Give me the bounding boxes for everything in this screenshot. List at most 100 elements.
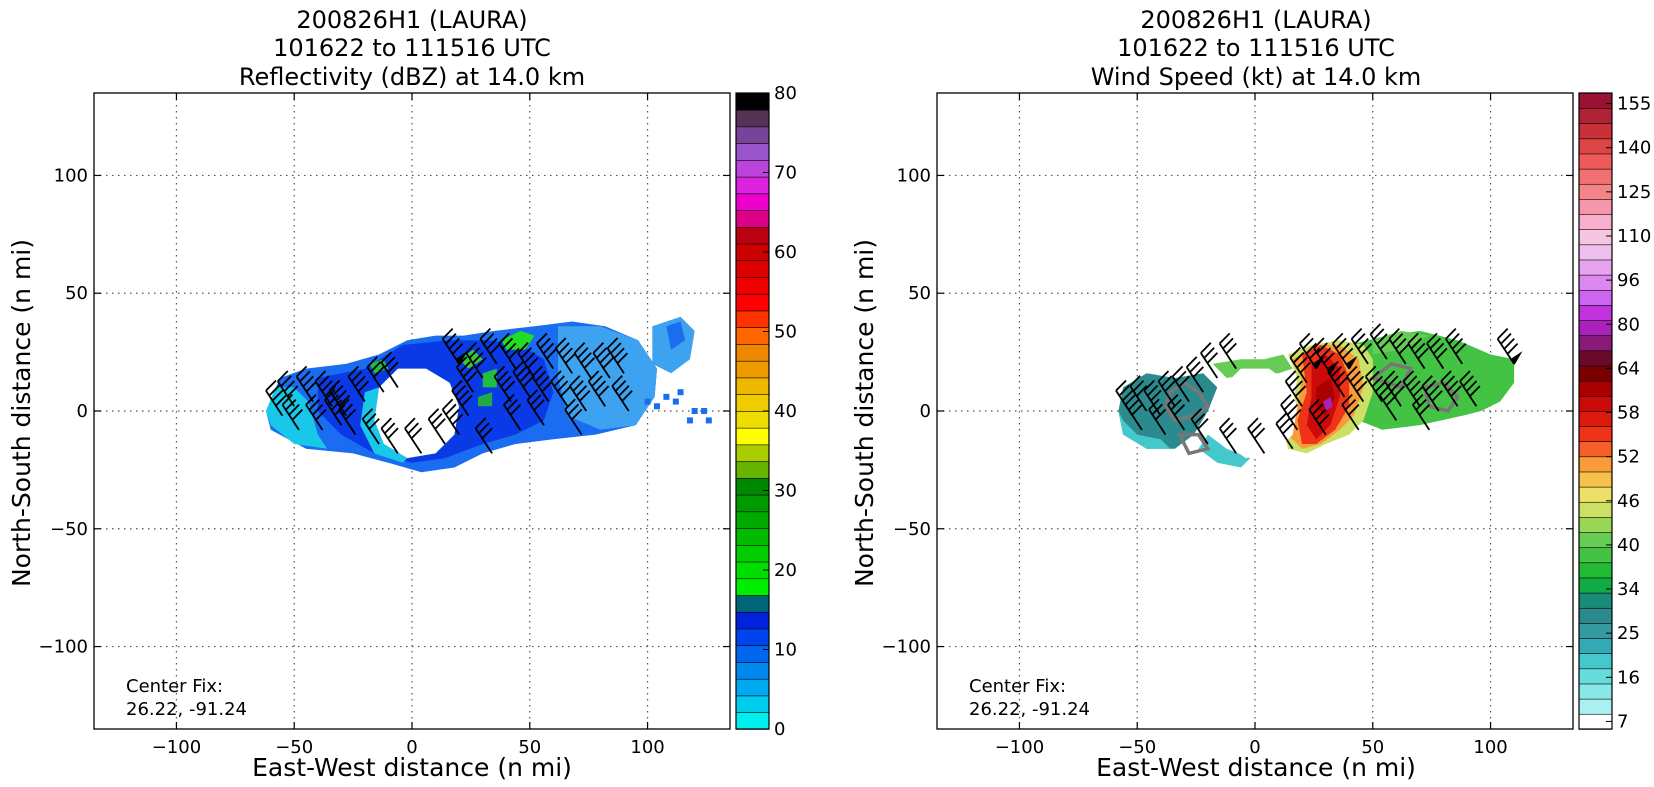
reflectivity-center-fix-label: Center Fix: — [126, 676, 223, 697]
colorbar-swatch — [735, 410, 770, 429]
wind-center-fix-coords: 26.22, -91.24 — [969, 699, 1090, 720]
wind-barb — [1171, 365, 1190, 403]
colorbar-swatch — [735, 310, 770, 329]
colorbar-tick-label: 10 — [774, 640, 797, 661]
echo-speckle — [686, 417, 693, 424]
colorbar-swatch — [735, 578, 770, 596]
colorbar-swatch — [735, 427, 770, 446]
region-eye-ring — [360, 387, 408, 463]
colorbar-swatch — [1578, 319, 1613, 336]
colorbar-swatch — [735, 327, 770, 345]
echo-speckle — [677, 389, 684, 396]
wind-barb — [1327, 360, 1349, 398]
wind-barb — [1129, 375, 1148, 412]
colorbar-tick-label: 25 — [1617, 623, 1640, 644]
wind-data-field — [1115, 323, 1523, 468]
wind-barb — [1148, 398, 1167, 436]
colorbar-swatch — [1578, 698, 1613, 715]
reflectivity-data-field — [265, 316, 712, 473]
region-echo-west-light — [266, 387, 328, 449]
reflectivity-center-fix-coords: 26.22, -91.24 — [126, 699, 247, 720]
colorbar-swatch — [735, 159, 770, 178]
reflectivity-x-axis-label: East-West distance (n mi) — [252, 753, 572, 782]
colorbar-tick-label: 155 — [1617, 94, 1651, 115]
wind-barb — [1143, 379, 1162, 417]
colorbar-tick-label: 16 — [1617, 667, 1640, 688]
wind-barb — [526, 389, 545, 426]
region-echo-east-light — [558, 326, 657, 430]
wind-barb — [455, 356, 478, 393]
echo-speckle — [653, 403, 660, 410]
wind-barb — [1440, 370, 1462, 407]
colorbar-tick-label: 40 — [1617, 535, 1640, 556]
colorbar-swatch — [1578, 637, 1613, 654]
colorbar-swatch — [735, 260, 770, 278]
wind-barb — [1369, 323, 1391, 360]
wind-barb — [1157, 370, 1176, 407]
x-tick-label: 50 — [518, 737, 541, 758]
colorbar-swatch — [735, 678, 770, 697]
y-tick-label: 50 — [908, 283, 931, 304]
wind-barb — [1124, 393, 1143, 431]
wind-barb — [427, 408, 446, 445]
wind-barb — [474, 417, 493, 454]
wind-barb — [1218, 332, 1237, 370]
wind-barb — [1341, 393, 1360, 431]
colorbar-swatch — [735, 711, 770, 730]
x-tick-label: 100 — [1473, 737, 1507, 758]
wind-barb — [531, 365, 553, 403]
colorbar-frame — [1578, 92, 1613, 730]
wind-barb — [451, 379, 473, 417]
x-tick-label: 0 — [1249, 737, 1260, 758]
colorbar-swatch — [735, 393, 770, 412]
wind-barb — [498, 332, 520, 370]
y-tick-label: 0 — [920, 401, 931, 422]
wind-y-axis-label: North-South distance (n mi) — [850, 239, 879, 587]
wind-barb — [564, 398, 583, 436]
wind-barb — [1247, 417, 1266, 454]
colorbar-swatch — [735, 109, 770, 128]
wind-speed-panel: 200826H1 (LAURA) 101622 to 111516 UTC Wi… — [850, 6, 1651, 782]
colorbar-swatch — [735, 142, 770, 161]
region-eye-hole — [1217, 368, 1298, 459]
colorbar-swatch — [735, 645, 770, 663]
colorbar-tick-label: 52 — [1617, 447, 1640, 468]
wind-barb — [611, 375, 633, 412]
reflectivity-panel: 200826H1 (LAURA) 101622 to 111516 UTC Re… — [7, 6, 797, 782]
wind-barb — [493, 365, 516, 403]
wind-barb — [1350, 328, 1373, 365]
wind-barb — [1364, 365, 1387, 403]
wind-axis-ticks: −100 −50 0 50 100 −100 −50 0 50 100 — [882, 93, 1573, 758]
reflectivity-title-line-2: 101622 to 111516 UTC — [273, 34, 551, 62]
x-tick-label: −100 — [995, 737, 1044, 758]
wind-contour — [1163, 380, 1211, 423]
colorbar-tick-label: 140 — [1617, 138, 1651, 159]
colorbar-swatch — [735, 477, 770, 496]
wind-barb — [441, 328, 468, 365]
echo-speckle — [672, 398, 679, 405]
colorbar-swatch — [1578, 607, 1613, 624]
x-tick-label: −100 — [152, 737, 201, 758]
y-tick-label: −100 — [882, 637, 931, 658]
wind-barb — [1200, 342, 1219, 379]
wind-barb — [465, 342, 487, 379]
wind-barb — [1218, 417, 1237, 454]
colorbar-swatch — [735, 92, 770, 111]
wind-barb — [1185, 356, 1204, 393]
wind-center-fix-label: Center Fix: — [969, 676, 1066, 697]
y-tick-label: −50 — [50, 519, 88, 540]
wind-barb — [338, 398, 357, 436]
wind-barb — [554, 337, 577, 374]
colorbar-swatch — [1578, 592, 1613, 609]
colorbar-swatch — [1578, 380, 1613, 397]
reflectivity-title-line-1: 200826H1 (LAURA) — [296, 6, 527, 34]
colorbar-tick-label: 46 — [1617, 491, 1640, 512]
region-wind-west-edge — [1118, 411, 1171, 449]
wind-barb — [328, 379, 351, 417]
colorbar-swatch — [735, 544, 770, 563]
region-green-cell-5 — [478, 392, 493, 407]
reflectivity-axis-ticks: −100 −50 0 50 100 −100 −50 0 50 100 — [39, 93, 730, 758]
colorbar-swatch — [735, 126, 770, 144]
wind-barb — [1379, 384, 1398, 421]
colorbar-swatch — [1578, 395, 1613, 412]
